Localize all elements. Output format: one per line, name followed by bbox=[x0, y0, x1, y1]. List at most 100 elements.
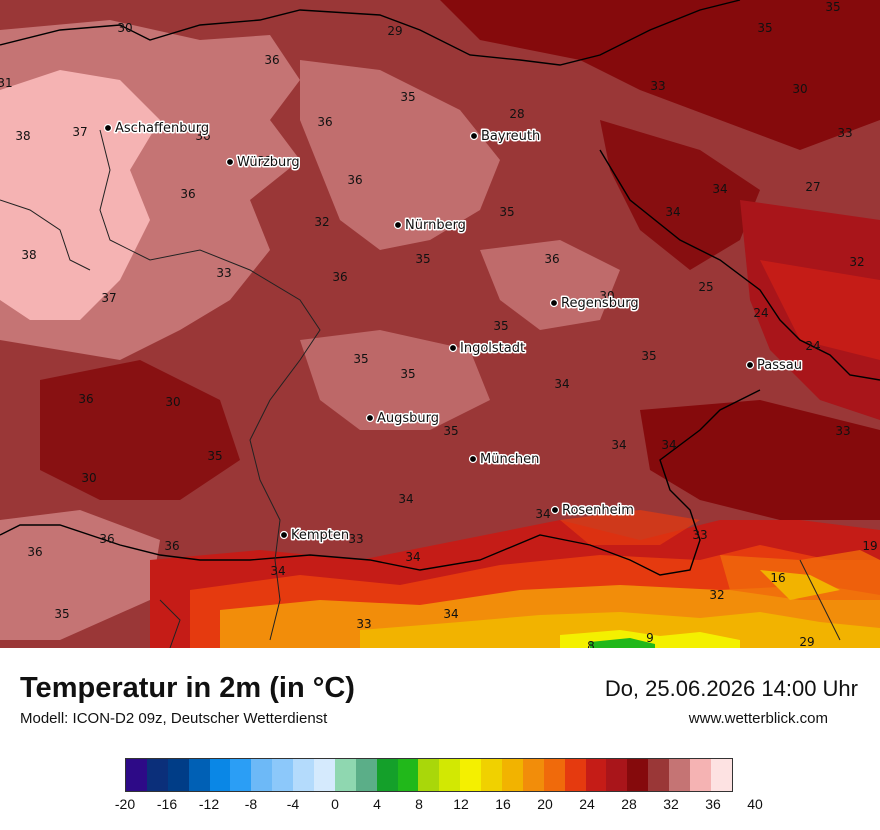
colorbar-cell bbox=[669, 759, 691, 791]
temperature-value: 30 bbox=[599, 289, 614, 303]
city-name: München bbox=[480, 452, 539, 467]
colorbar-tick-label: 12 bbox=[453, 796, 469, 812]
city-dot bbox=[549, 298, 559, 308]
forecast-datetime: Do, 25.06.2026 14:00 Uhr bbox=[604, 676, 858, 701]
colorbar-cell bbox=[481, 759, 503, 791]
temperature-value: 35 bbox=[493, 319, 508, 333]
temperature-value: 9 bbox=[646, 631, 654, 645]
city-name: Bayreuth bbox=[481, 129, 540, 144]
city-marker: Rosenheim bbox=[550, 502, 635, 520]
temperature-value: 35 bbox=[641, 349, 656, 363]
city-name: Kempten bbox=[291, 528, 349, 543]
temperature-value: 30 bbox=[792, 82, 807, 96]
temperature-value: 27 bbox=[805, 180, 820, 194]
colorbar-cell bbox=[522, 759, 544, 791]
temperature-value: 36 bbox=[99, 532, 114, 546]
colorbar-tick-label: 0 bbox=[331, 796, 339, 812]
temperature-value: 35 bbox=[499, 205, 514, 219]
city-marker: Nürnberg bbox=[393, 217, 467, 235]
temperature-value: 33 bbox=[837, 126, 852, 140]
colorbar-tick-label: 32 bbox=[663, 796, 679, 812]
city-marker: München bbox=[468, 451, 541, 469]
city-dot bbox=[468, 454, 478, 464]
temperature-value: 35 bbox=[443, 424, 458, 438]
colorbar-cell bbox=[543, 759, 565, 791]
colorbar-tick-label: 36 bbox=[705, 796, 721, 812]
temperature-value: 30 bbox=[165, 395, 180, 409]
city-name: Passau bbox=[757, 358, 802, 373]
colorbar-cell bbox=[167, 759, 189, 791]
temperature-value: 37 bbox=[101, 291, 116, 305]
city-markers: Aschaffenburg Würzburg Bayreuth Nürnberg Reg… bbox=[103, 120, 803, 545]
temperature-value: 36 bbox=[544, 252, 559, 266]
colorbar-cell bbox=[293, 759, 315, 791]
colorbar-cell bbox=[355, 759, 377, 791]
colorbar-cell bbox=[460, 759, 482, 791]
temperature-value: 34 bbox=[398, 492, 413, 506]
colorbar-tick-label: -12 bbox=[198, 796, 220, 812]
colorbar-cell bbox=[376, 759, 398, 791]
city-dot bbox=[469, 131, 479, 141]
city-marker: Kempten bbox=[279, 527, 351, 545]
colorbar-cell bbox=[585, 759, 607, 791]
temperature-value: 33 bbox=[650, 79, 665, 93]
temperature-value: 25 bbox=[698, 280, 713, 294]
colorbar-cell bbox=[690, 759, 711, 791]
temperature-value: 24 bbox=[805, 339, 820, 353]
model-source: Modell: ICON-D2 09z, Deutscher Wetterdie… bbox=[20, 710, 328, 727]
temperature-value: 36 bbox=[347, 173, 362, 187]
colorbar-cell bbox=[126, 759, 147, 791]
colorbar-cell bbox=[188, 759, 210, 791]
colorbar-cell bbox=[397, 759, 419, 791]
city-dot bbox=[550, 505, 560, 515]
colorbar-cell bbox=[251, 759, 273, 791]
temperature-value: 35 bbox=[400, 90, 415, 104]
colorbar-tick-label: 28 bbox=[621, 796, 637, 812]
colorbar-tick-label: 8 bbox=[415, 796, 423, 812]
temperature-colorbar bbox=[125, 758, 733, 792]
temperature-value: 34 bbox=[405, 550, 420, 564]
colorbar-cell bbox=[564, 759, 586, 791]
temperature-value: 24 bbox=[753, 306, 768, 320]
city-name: Aschaffenburg bbox=[115, 121, 209, 136]
temperature-labels: 30 29 35 35 31 36 33 30 35 28 33 38 37 36 36 32 36 34 27 36… bbox=[0, 0, 878, 648]
map-canvas: 30 29 35 35 31 36 33 30 35 28 33 38 37 36 36 32 36 34 27 36… bbox=[0, 0, 880, 648]
colorbar-tick-label: 4 bbox=[373, 796, 381, 812]
colorbar-tick-label: 20 bbox=[537, 796, 553, 812]
colorbar-cell bbox=[230, 759, 252, 791]
temperature-value: 33 bbox=[692, 528, 707, 542]
colorbar-cell bbox=[334, 759, 356, 791]
city-name: Würzburg bbox=[237, 155, 300, 170]
colorbar-tick-label: 16 bbox=[495, 796, 511, 812]
temperature-value: 36 bbox=[78, 392, 93, 406]
temperature-value: 35 bbox=[415, 252, 430, 266]
temperature-map: 30 29 35 35 31 36 33 30 35 28 33 38 37 36 36 32 36 34 27 36… bbox=[0, 0, 880, 648]
temperature-value: 33 bbox=[348, 532, 363, 546]
colorbar-tick-label: 24 bbox=[579, 796, 595, 812]
temperature-value: 32 bbox=[257, 154, 272, 168]
temperature-value: 30 bbox=[117, 21, 132, 35]
temperature-value: 36 bbox=[195, 129, 210, 143]
city-dot bbox=[448, 343, 458, 353]
temperature-value: 34 bbox=[270, 564, 285, 578]
colorbar-cell bbox=[502, 759, 523, 791]
temperature-value: 32 bbox=[849, 255, 864, 269]
temperature-value: 35 bbox=[400, 367, 415, 381]
temperature-value: 35 bbox=[825, 0, 840, 14]
colorbar-tick-label: -16 bbox=[156, 796, 178, 812]
colorbar-cell bbox=[209, 759, 231, 791]
colorbar-cell bbox=[627, 759, 649, 791]
city-name: Regensburg bbox=[561, 296, 639, 311]
temperature-value: 34 bbox=[554, 377, 569, 391]
colorbar-cell bbox=[272, 759, 294, 791]
temperature-value: 34 bbox=[665, 205, 680, 219]
city-dot bbox=[279, 530, 289, 540]
colorbar-cell bbox=[710, 759, 732, 791]
temperature-value: 8 bbox=[587, 639, 595, 648]
city-dot bbox=[745, 360, 755, 370]
website-link[interactable]: www.wetterblick.com bbox=[688, 710, 828, 727]
colorbar-cell bbox=[418, 759, 440, 791]
colorbar-cell bbox=[439, 759, 461, 791]
city-name: Augsburg bbox=[377, 411, 439, 426]
city-marker: Augsburg bbox=[365, 410, 441, 428]
